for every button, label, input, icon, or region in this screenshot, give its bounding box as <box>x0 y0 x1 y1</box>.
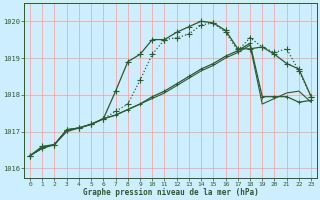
X-axis label: Graphe pression niveau de la mer (hPa): Graphe pression niveau de la mer (hPa) <box>83 188 259 197</box>
